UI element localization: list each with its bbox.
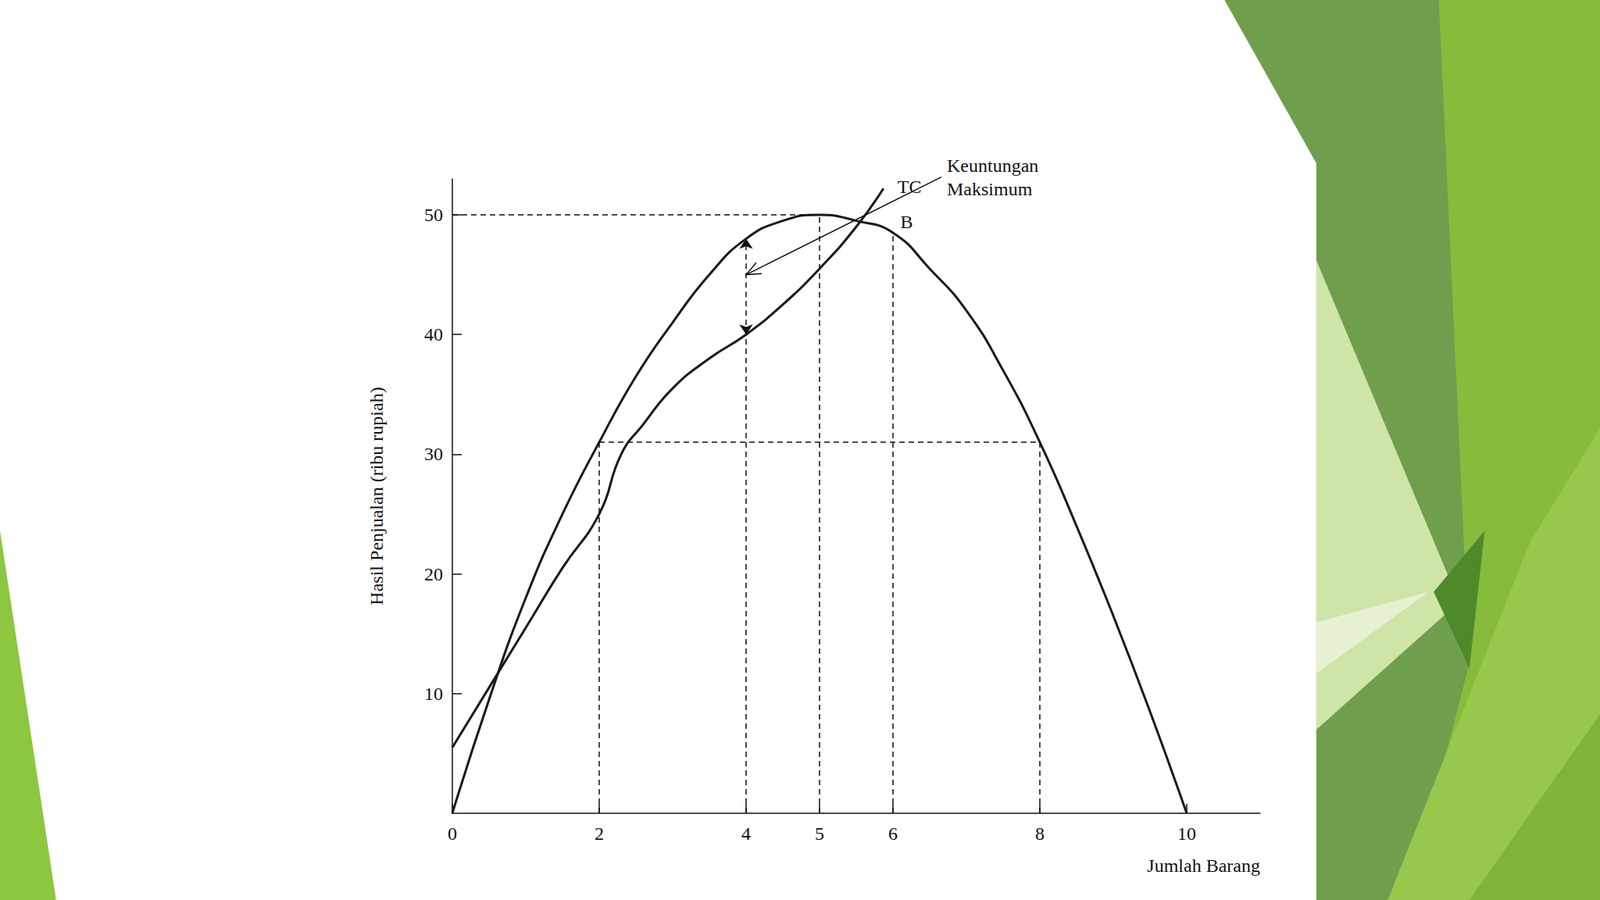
svg-text:0: 0 [447,823,458,844]
svg-text:10: 10 [424,683,443,704]
svg-text:5: 5 [814,823,825,844]
svg-text:B: B [900,211,914,233]
svg-text:10: 10 [1177,823,1197,844]
svg-text:TC: TC [897,176,922,197]
svg-text:4: 4 [741,823,751,844]
svg-text:Keuntungan: Keuntungan [946,155,1039,176]
svg-text:6: 6 [888,823,898,844]
svg-text:Hasil Penjualan (ribu rupiah): Hasil Penjualan (ribu rupiah) [366,386,387,605]
svg-text:20: 20 [424,564,443,585]
svg-text:2: 2 [594,823,604,844]
svg-text:Maksimum: Maksimum [946,178,1033,200]
svg-text:Jumlah Barang: Jumlah Barang [1146,855,1261,876]
svg-text:50: 50 [424,204,443,225]
svg-text:30: 30 [424,443,443,465]
svg-text:8: 8 [1035,823,1045,844]
svg-text:40: 40 [424,324,443,345]
